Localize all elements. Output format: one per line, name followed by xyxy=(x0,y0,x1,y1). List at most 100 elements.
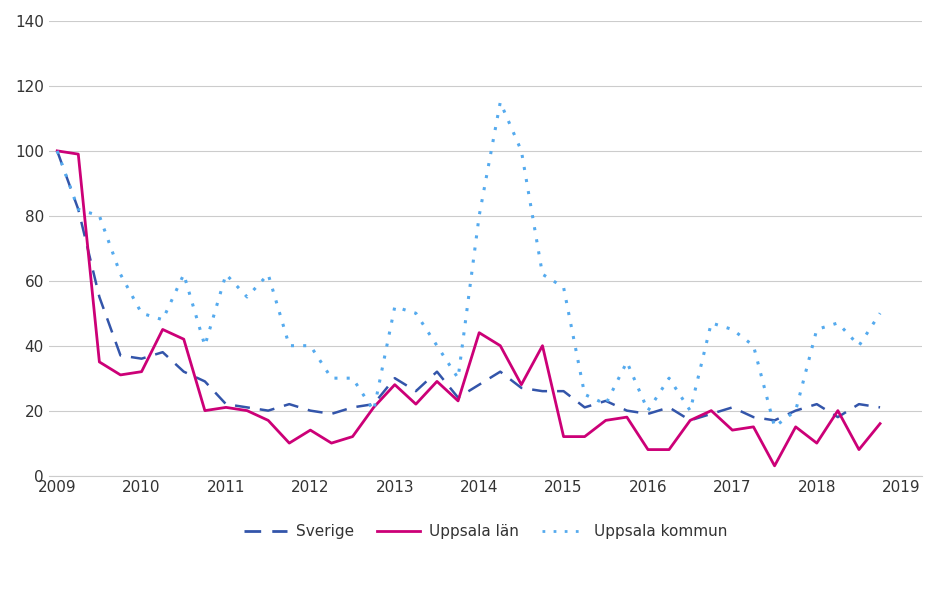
Uppsala län xyxy=(410,400,422,408)
Uppsala län xyxy=(516,381,527,389)
Sverige xyxy=(305,407,316,414)
Line: Uppsala län: Uppsala län xyxy=(57,151,880,466)
Uppsala kommun xyxy=(410,310,422,317)
Uppsala kommun xyxy=(854,342,865,349)
Uppsala kommun xyxy=(305,342,316,349)
Sverige xyxy=(705,410,716,417)
Uppsala län xyxy=(705,407,716,414)
Uppsala län xyxy=(537,342,548,349)
Sverige xyxy=(368,400,379,408)
Uppsala län xyxy=(431,378,442,385)
Sverige xyxy=(431,368,442,375)
Uppsala län xyxy=(389,381,400,389)
Sverige xyxy=(157,348,168,356)
Sverige xyxy=(685,417,696,424)
Sverige xyxy=(874,404,885,411)
Sverige xyxy=(664,404,675,411)
Uppsala län xyxy=(790,423,801,430)
Sverige xyxy=(284,400,295,408)
Uppsala kommun xyxy=(241,293,253,300)
Uppsala kommun xyxy=(431,342,442,349)
Sverige xyxy=(199,378,210,385)
Sverige xyxy=(516,384,527,392)
Sverige xyxy=(52,147,63,155)
Uppsala kommun xyxy=(263,271,274,278)
Sverige xyxy=(790,407,801,414)
Uppsala län xyxy=(305,427,316,434)
Uppsala kommun xyxy=(199,342,210,349)
Uppsala län xyxy=(178,335,190,343)
Uppsala län xyxy=(368,404,379,411)
Sverige xyxy=(769,417,780,424)
Line: Sverige: Sverige xyxy=(57,151,880,420)
Uppsala län xyxy=(326,439,337,447)
Uppsala län xyxy=(664,446,675,453)
Uppsala kommun xyxy=(157,316,168,323)
Sverige xyxy=(326,410,337,417)
Uppsala län xyxy=(221,404,232,411)
Uppsala län xyxy=(579,433,591,440)
Uppsala län xyxy=(685,417,696,424)
Uppsala län xyxy=(263,417,274,424)
Uppsala kommun xyxy=(52,147,63,155)
Uppsala kommun xyxy=(326,375,337,382)
Uppsala kommun xyxy=(832,319,843,327)
Sverige xyxy=(622,407,633,414)
Uppsala län xyxy=(157,326,168,333)
Line: Uppsala kommun: Uppsala kommun xyxy=(57,102,880,427)
Sverige xyxy=(495,368,506,375)
Sverige xyxy=(832,414,843,421)
Sverige xyxy=(747,414,759,421)
Uppsala kommun xyxy=(516,147,527,155)
Sverige xyxy=(453,394,464,401)
Uppsala kommun xyxy=(622,358,633,365)
Uppsala kommun xyxy=(685,407,696,414)
Sverige xyxy=(115,352,126,359)
Uppsala län xyxy=(727,427,738,434)
Uppsala län xyxy=(832,407,843,414)
Sverige xyxy=(600,397,611,405)
Uppsala kommun xyxy=(705,319,716,327)
Uppsala län xyxy=(600,417,611,424)
Uppsala län xyxy=(199,407,210,414)
Sverige xyxy=(854,400,865,408)
Uppsala kommun xyxy=(178,271,190,278)
Sverige xyxy=(94,293,105,300)
Uppsala kommun xyxy=(600,400,611,408)
Sverige xyxy=(579,404,591,411)
Sverige xyxy=(241,404,253,411)
Uppsala kommun xyxy=(473,212,485,220)
Uppsala län xyxy=(642,446,654,453)
Uppsala län xyxy=(747,423,759,430)
Uppsala kommun xyxy=(727,326,738,333)
Uppsala kommun xyxy=(368,407,379,414)
Sverige xyxy=(537,387,548,395)
Sverige xyxy=(72,206,84,213)
Sverige xyxy=(727,404,738,411)
Uppsala kommun xyxy=(537,271,548,278)
Uppsala län xyxy=(136,368,147,375)
Uppsala län xyxy=(94,358,105,365)
Uppsala län xyxy=(241,407,253,414)
Uppsala kommun xyxy=(747,342,759,349)
Uppsala län xyxy=(115,371,126,379)
Uppsala län xyxy=(769,462,780,469)
Uppsala län xyxy=(854,446,865,453)
Sverige xyxy=(346,404,358,411)
Sverige xyxy=(558,387,569,395)
Uppsala kommun xyxy=(284,342,295,349)
Legend: Sverige, Uppsala län, Uppsala kommun: Sverige, Uppsala län, Uppsala kommun xyxy=(238,518,733,545)
Sverige xyxy=(263,407,274,414)
Sverige xyxy=(136,355,147,362)
Uppsala kommun xyxy=(642,407,654,414)
Uppsala län xyxy=(874,420,885,427)
Uppsala kommun xyxy=(495,99,506,106)
Uppsala län xyxy=(72,151,84,158)
Uppsala län xyxy=(284,439,295,447)
Sverige xyxy=(178,368,190,375)
Uppsala kommun xyxy=(221,271,232,278)
Uppsala kommun xyxy=(453,375,464,382)
Uppsala kommun xyxy=(579,390,591,398)
Uppsala kommun xyxy=(389,303,400,310)
Sverige xyxy=(642,410,654,417)
